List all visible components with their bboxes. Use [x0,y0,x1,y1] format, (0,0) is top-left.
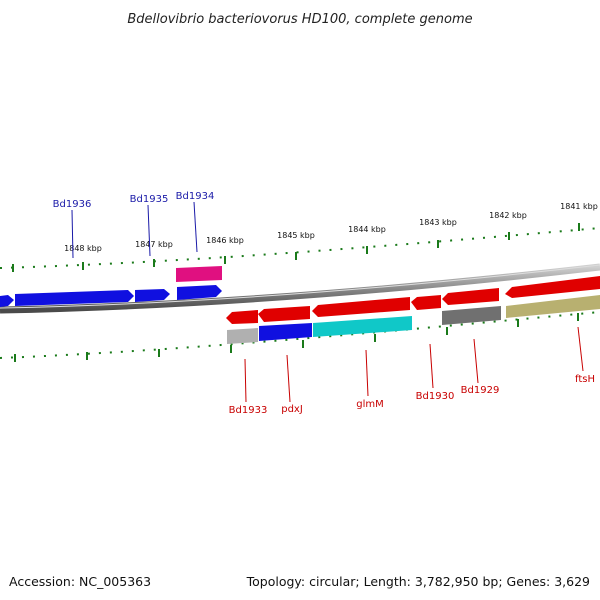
outer-scale-dashes [0,227,600,269]
scale-label: 1843 kbp [419,218,457,227]
gene-block[interactable] [506,295,600,318]
leader-line [429,343,434,389]
gene-arrow[interactable] [177,285,222,300]
gene-label[interactable]: Bd1935 [130,194,169,205]
scale-label: 1845 kbp [277,231,315,240]
leader-line [71,209,74,259]
outer-strand-genes [0,266,222,307]
leader-line [286,354,291,403]
leader-line [577,326,584,372]
gene-label[interactable]: Bd1934 [176,191,215,202]
scale-label: 1844 kbp [348,225,386,234]
inner-leader-lines [244,326,584,403]
gene-arrow[interactable] [312,297,410,317]
accession-text: Accession: NC_005363 [9,574,151,589]
outer-leader-lines [71,201,198,259]
gene-arrow[interactable] [176,266,222,282]
gene-label[interactable]: ftsH [575,374,595,385]
gene-arrow[interactable] [411,295,441,310]
gene-label[interactable]: glmM [356,399,384,410]
inner-gene-labels: Bd1933 pdxJ glmM Bd1930 Bd1929 ftsH [229,374,595,416]
gene-label[interactable]: Bd1936 [53,199,92,210]
genome-backbone-highlight [0,264,600,309]
scale-labels: 1848 kbp 1847 kbp 1846 kbp 1845 kbp 1844… [64,202,598,253]
map-title: Bdellovibrio bacteriovorus HD100, comple… [127,12,472,27]
gene-label[interactable]: Bd1933 [229,405,268,416]
inner-major-ticks [14,313,579,362]
gene-label[interactable]: Bd1929 [461,385,500,396]
gene-arrow[interactable] [0,295,14,307]
leader-line [473,338,479,384]
gene-arrow[interactable] [135,289,170,302]
gene-block[interactable] [313,316,412,337]
scale-label: 1841 kbp [560,202,598,211]
outer-major-ticks [12,223,580,272]
leader-line [365,349,369,397]
gene-label[interactable]: Bd1930 [416,391,455,402]
outer-gene-labels: Bd1936 Bd1935 Bd1934 [53,191,215,210]
leader-line [244,358,247,403]
genome-summary-text: Topology: circular; Length: 3,782,950 bp… [246,574,590,589]
scale-label: 1842 kbp [489,211,527,220]
gene-block[interactable] [227,328,258,344]
scale-label: 1847 kbp [135,240,173,249]
gene-block[interactable] [259,323,312,341]
leader-line [147,204,151,257]
scale-label: 1848 kbp [64,244,102,253]
inner-strand-genes [226,276,600,344]
inner-scale-dashes [0,311,600,359]
genome-backbone [0,263,600,314]
gene-arrow[interactable] [15,290,134,306]
gene-block[interactable] [442,306,501,325]
gene-arrow[interactable] [258,306,310,322]
leader-line [193,201,198,253]
gene-arrow[interactable] [226,310,258,324]
gene-arrow[interactable] [505,276,600,298]
gene-arrow[interactable] [442,288,499,305]
gene-label[interactable]: pdxJ [281,404,303,415]
scale-label: 1846 kbp [206,236,244,245]
